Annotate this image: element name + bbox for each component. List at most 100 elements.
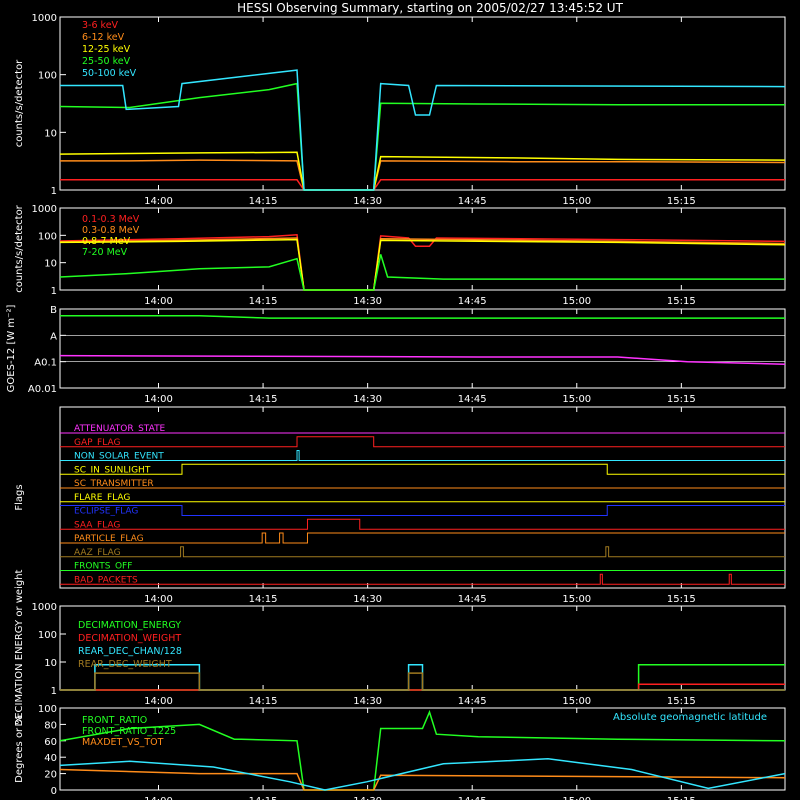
flag-line xyxy=(60,518,785,530)
panel-2-ylabel: counts/s/detector xyxy=(14,204,25,292)
flag-label: AAZ_FLAG xyxy=(74,548,121,558)
panel-2-ytick-label: 10 xyxy=(44,259,57,270)
panel-4-xtick-label: 14:45 xyxy=(458,594,487,605)
flag-label: ATTENUATOR_STATE xyxy=(74,424,166,434)
panel-6-xtick-label: 15:00 xyxy=(562,796,591,800)
series-line xyxy=(59,82,785,191)
panel-4-xtick-label: 14:00 xyxy=(144,594,173,605)
series-line xyxy=(60,69,786,191)
series-line xyxy=(59,238,786,291)
panel-1-legend-entry: 12-25 keV xyxy=(82,44,131,55)
flag-label: PARTICLE_FLAG xyxy=(74,534,144,544)
panel-5-xtick-label: 14:45 xyxy=(458,696,487,707)
panel-3-frame xyxy=(59,308,786,389)
panel-6-xtick-label: 14:00 xyxy=(144,796,173,800)
panel-4-xtick-label: 14:15 xyxy=(249,594,278,605)
panel-6-ytick-label: 60 xyxy=(44,737,57,748)
panel-6-legend-entry: FRONT_RATIO xyxy=(82,715,147,726)
panel-6-ytick-label: 100 xyxy=(38,704,57,715)
panel-2-xtick-label: 14:45 xyxy=(458,296,487,307)
panel-6-ytick-label: 20 xyxy=(44,770,57,781)
series-line xyxy=(59,709,786,791)
panel-2-legend-entry: 0.8-7 MeV xyxy=(82,236,131,247)
flag-line xyxy=(60,546,785,558)
flag-line xyxy=(60,532,785,544)
panel-5-ytick-label: 1000 xyxy=(32,602,57,613)
panel-1-ytick-label: 1 xyxy=(51,186,57,197)
panel-2-legend-entry: 0.3-0.8 MeV xyxy=(82,225,140,236)
flag-line xyxy=(60,450,785,461)
panel-2-xtick-label: 14:30 xyxy=(353,296,382,307)
panel-6-xtick-label: 14:15 xyxy=(249,796,278,800)
panel-1-ylabel: counts/s/detector xyxy=(14,59,25,147)
panel-1-legend-entry: 3-6 keV xyxy=(82,20,119,31)
panel-1-ytick-label: 100 xyxy=(38,71,57,82)
panel-2-frame xyxy=(59,207,786,291)
panel-3-xtick-label: 14:45 xyxy=(458,394,487,405)
flag-label: BAD_PACKETS xyxy=(74,575,138,585)
panel-1-legend-entry: 6-12 keV xyxy=(82,32,125,43)
series-line xyxy=(60,179,785,191)
panel-4-xtick-label: 15:00 xyxy=(562,594,591,605)
panel-5-ytick-label: 10 xyxy=(44,658,57,669)
panel-5-legend-entry: REAR_DEC_CHAN/128 xyxy=(78,646,182,657)
panel-5-xtick-label: 14:00 xyxy=(144,696,173,707)
panel-6-ytick-label: 40 xyxy=(44,753,57,764)
panel-5-ytick-label: 100 xyxy=(38,630,57,641)
series-line xyxy=(59,234,786,291)
panel-5-xtick-label: 14:15 xyxy=(249,696,278,707)
panel-1-xtick-label: 14:15 xyxy=(249,196,278,207)
panel-3-xtick-label: 15:00 xyxy=(562,394,591,405)
panel-1-xtick-label: 15:15 xyxy=(667,196,696,207)
panel-3-ytick-label: A0.01 xyxy=(28,384,57,395)
flag-line xyxy=(60,505,785,516)
series-line xyxy=(59,254,785,291)
panel-1-xtick-label: 15:00 xyxy=(562,196,591,207)
flag-label: SAA_FLAG xyxy=(74,520,120,530)
panel-5-legend-entry: DECIMATION_ENERGY xyxy=(78,620,181,631)
panel-3-ytick-label: B xyxy=(50,305,57,316)
panel-3-xtick-label: 15:15 xyxy=(667,394,696,405)
panel-4-xtick-label: 15:15 xyxy=(667,594,696,605)
panel-3-xtick-label: 14:15 xyxy=(249,394,278,405)
panel-6-ytick-label: 0 xyxy=(51,786,57,797)
panel-2-xtick-label: 14:00 xyxy=(144,296,173,307)
panel-6-legend-entry: MAXDET_VS_TOT xyxy=(82,737,164,748)
flag-label: SC_TRANSMITTER xyxy=(74,479,154,489)
panel-5-xtick-label: 14:30 xyxy=(353,696,382,707)
panel-2-ytick-label: 1 xyxy=(51,286,57,297)
panel-5-xtick-label: 15:00 xyxy=(562,696,591,707)
panel-5-xtick-label: 15:15 xyxy=(667,696,696,707)
series-line xyxy=(59,354,786,365)
panel-4-ylabel: Flags xyxy=(14,484,25,510)
flag-label: FRONTS_OFF xyxy=(74,562,132,572)
chart-title: HESSI Observing Summary, starting on 200… xyxy=(237,1,623,15)
panel-2-xtick-label: 15:15 xyxy=(667,296,696,307)
panel-6-xtick-label: 15:15 xyxy=(667,796,696,800)
flag-label: FLARE_FLAG xyxy=(74,493,130,503)
panel-6-ytick-label: 80 xyxy=(44,720,57,731)
panel-6-xtick-label: 14:45 xyxy=(458,796,487,800)
panel-6-ylabel: Degrees or % xyxy=(14,715,25,783)
series-line xyxy=(59,758,786,791)
panel-6-xtick-label: 14:30 xyxy=(353,796,382,800)
panel-1-legend-entry: 50-100 keV xyxy=(82,68,137,79)
series-line xyxy=(60,672,785,691)
flag-label: NON_SOLAR_EVENT xyxy=(74,452,164,462)
flag-line xyxy=(60,463,785,475)
panel-6-annotation: Absolute geomagnetic latitude xyxy=(613,712,767,723)
panel-3-xtick-label: 14:00 xyxy=(144,394,173,405)
series-line xyxy=(60,159,786,191)
panel-3-ylabel: GOES-12 [W m⁻²] xyxy=(6,305,17,393)
panel-5-legend-entry: DECIMATION_WEIGHT xyxy=(78,633,181,644)
panel-2-legend-entry: 7-20 MeV xyxy=(82,247,128,258)
panel-2-ytick-label: 100 xyxy=(38,231,57,242)
panel-2-ytick-label: 1000 xyxy=(32,204,57,215)
flag-label: ECLIPSE_FLAG xyxy=(74,507,138,517)
flag-line xyxy=(60,436,785,448)
panel-1-ytick-label: 10 xyxy=(44,128,57,139)
panel-1-legend-entry: 25-50 keV xyxy=(82,56,131,67)
panel-4-xtick-label: 14:30 xyxy=(353,594,382,605)
panel-3-ytick-label: A xyxy=(50,331,57,342)
